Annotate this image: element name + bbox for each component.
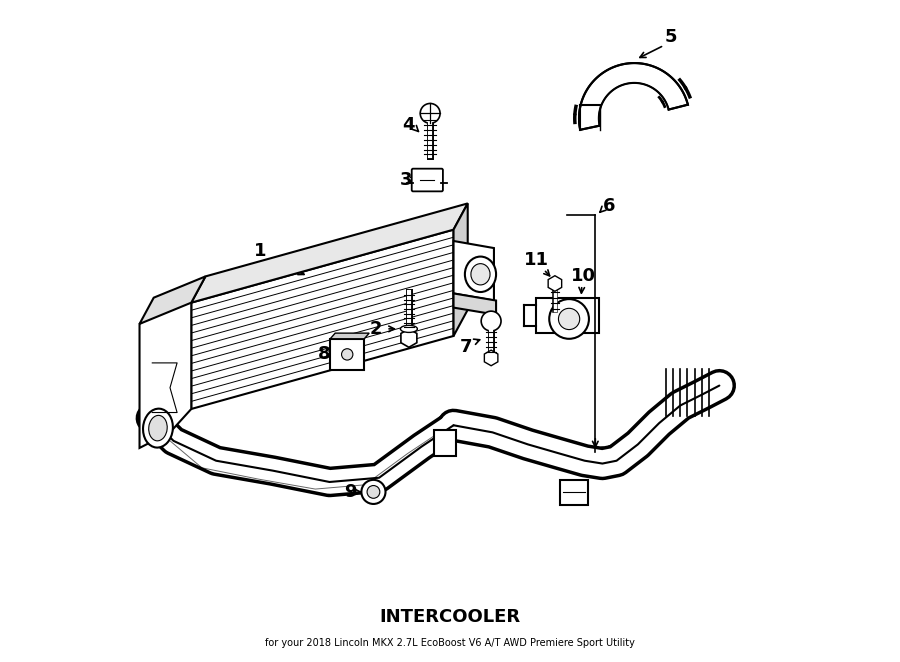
Circle shape (367, 485, 380, 498)
Polygon shape (579, 63, 688, 130)
Text: 7: 7 (459, 338, 472, 356)
Polygon shape (560, 480, 589, 504)
Polygon shape (140, 303, 192, 448)
Polygon shape (330, 333, 369, 339)
Polygon shape (192, 230, 454, 409)
Ellipse shape (465, 257, 496, 292)
FancyBboxPatch shape (411, 169, 443, 191)
Text: 4: 4 (402, 117, 415, 134)
FancyBboxPatch shape (330, 339, 365, 370)
Text: 9: 9 (345, 483, 357, 501)
Circle shape (482, 311, 501, 331)
Circle shape (362, 480, 385, 504)
Text: INTERCOOLER: INTERCOOLER (380, 608, 520, 626)
FancyBboxPatch shape (435, 430, 455, 457)
Polygon shape (454, 293, 496, 314)
Polygon shape (454, 203, 468, 336)
Polygon shape (536, 298, 598, 333)
Circle shape (341, 349, 353, 360)
Circle shape (559, 308, 580, 330)
Text: 3: 3 (400, 171, 412, 189)
Text: 11: 11 (524, 251, 549, 269)
Ellipse shape (148, 415, 167, 441)
Text: 6: 6 (603, 197, 616, 214)
Ellipse shape (400, 325, 418, 332)
Text: 5: 5 (665, 28, 678, 46)
Text: 10: 10 (571, 267, 596, 285)
Circle shape (420, 103, 440, 123)
Circle shape (549, 299, 589, 339)
Polygon shape (192, 203, 468, 303)
Text: for your 2018 Lincoln MKX 2.7L EcoBoost V6 A/T AWD Premiere Sport Utility: for your 2018 Lincoln MKX 2.7L EcoBoost … (266, 638, 634, 648)
Ellipse shape (143, 408, 173, 448)
Text: 8: 8 (318, 346, 330, 363)
Text: 1: 1 (254, 242, 266, 260)
Polygon shape (454, 241, 494, 301)
Ellipse shape (471, 263, 490, 285)
Text: 2: 2 (369, 320, 382, 338)
Polygon shape (140, 277, 205, 324)
